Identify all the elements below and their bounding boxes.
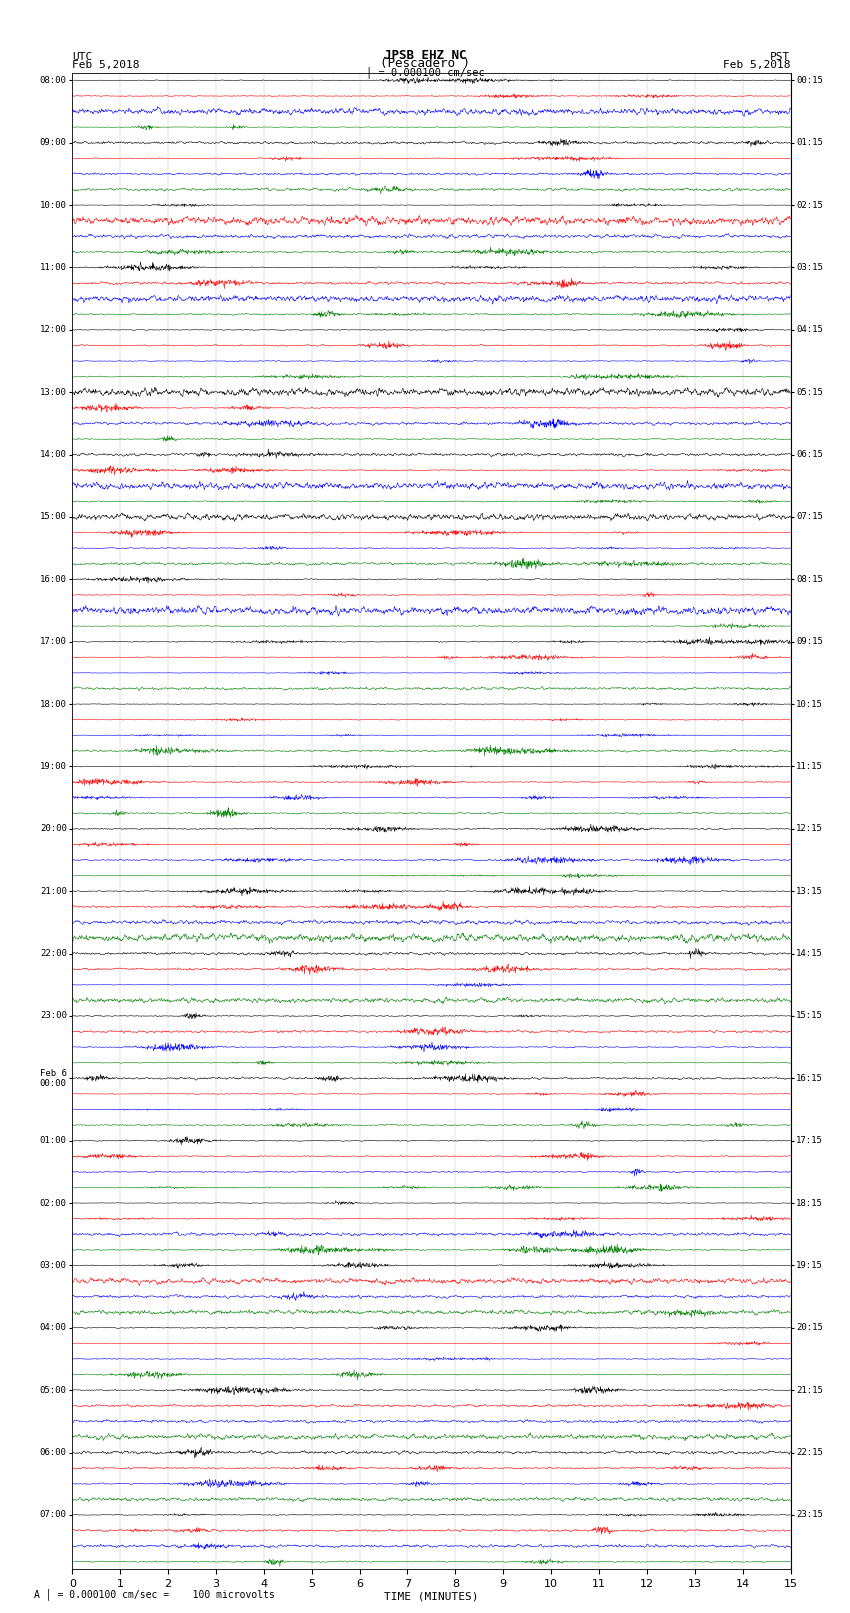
Text: A │ = 0.000100 cm/sec =    100 microvolts: A │ = 0.000100 cm/sec = 100 microvolts xyxy=(34,1589,275,1600)
Text: │ = 0.000100 cm/sec: │ = 0.000100 cm/sec xyxy=(366,66,484,77)
Text: Feb 5,2018: Feb 5,2018 xyxy=(72,60,139,71)
Text: (Pescadero ): (Pescadero ) xyxy=(380,56,470,71)
Text: JPSB EHZ NC: JPSB EHZ NC xyxy=(383,48,467,63)
Text: Feb 5,2018: Feb 5,2018 xyxy=(723,60,791,71)
Text: UTC: UTC xyxy=(72,52,93,63)
Text: PST: PST xyxy=(770,52,790,63)
X-axis label: TIME (MINUTES): TIME (MINUTES) xyxy=(384,1592,479,1602)
